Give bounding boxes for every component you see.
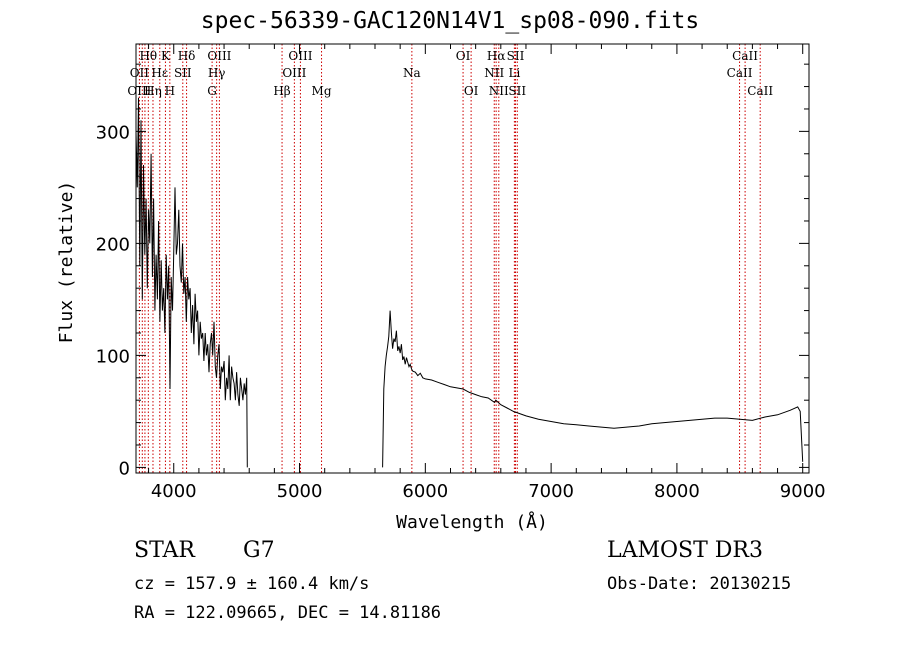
line-label-5: K [161,49,171,63]
line-label-12: OIII [288,49,312,63]
spectrum-segment-1 [382,310,804,468]
survey-name: LAMOST DR3 [607,538,763,563]
line-label-19: Hα [487,49,506,63]
axes: 4000 5000 6000 7000 8000 9000 0 100 200 300 [96,44,826,502]
line-label-11: G [207,84,217,98]
ra-dec: RA = 122.09665, DEC = 14.81186 [134,603,442,623]
y-tick-label-3: 300 [96,122,130,143]
line-label-8: Hδ [178,49,196,63]
line-label-26: CaII [727,66,753,80]
spectrum-segment-0 [135,97,248,468]
x-tick-label-1: 5000 [277,481,323,502]
line-label-25: CaII [732,49,758,63]
line-label-27: CaII [747,84,773,98]
line-label-13: OIII [282,66,306,80]
line-label-0: OII [130,66,150,80]
line-label-14: Hβ [273,84,290,98]
x-tick-label-3: 7000 [528,481,574,502]
spectrum-plot [135,97,804,468]
y-axis-label: Flux (relative) [56,181,77,344]
x-tick-label-4: 8000 [654,481,700,502]
y-tick-label-2: 200 [96,234,130,255]
line-label-3: Hε [151,66,168,80]
x-tick-label-5: 9000 [780,481,826,502]
y-tick-label-1: 100 [96,346,130,367]
page-title: spec-56339-GAC120N14V1_sp08-090.fits [200,8,700,34]
observation-date: Obs-Date: 20130215 [607,574,792,594]
line-label-9: OIII [207,49,231,63]
line-label-4: Hη [144,84,162,98]
line-label-10: Hγ [208,66,226,80]
y-tick-label-0: 0 [119,458,130,479]
x-tick-label-0: 4000 [151,481,197,502]
line-label-6: SII [174,66,192,80]
line-label-22: Li [508,66,520,80]
line-label-2: Hθ [139,49,157,63]
object-class: STAR [134,538,195,563]
line-markers [138,44,761,473]
line-label-21: NII [484,66,504,80]
line-label-17: OI [456,49,471,63]
line-label-24: SII [508,84,526,98]
x-tick-label-2: 6000 [402,481,448,502]
line-label-1: OIII [127,84,151,98]
line-label-23: NII [489,84,509,98]
object-subclass: G7 [243,538,275,563]
line-label-7: H [165,84,175,98]
plot-frame [135,43,810,474]
redshift-cz: cz = 157.9 ± 160.4 km/s [134,574,370,594]
line-label-16: Na [403,66,421,80]
x-axis-label: Wavelength (Å) [396,511,548,533]
line-label-18: OI [464,84,479,98]
line-label-15: Mg [312,84,332,98]
line-label-20: SII [507,49,525,63]
